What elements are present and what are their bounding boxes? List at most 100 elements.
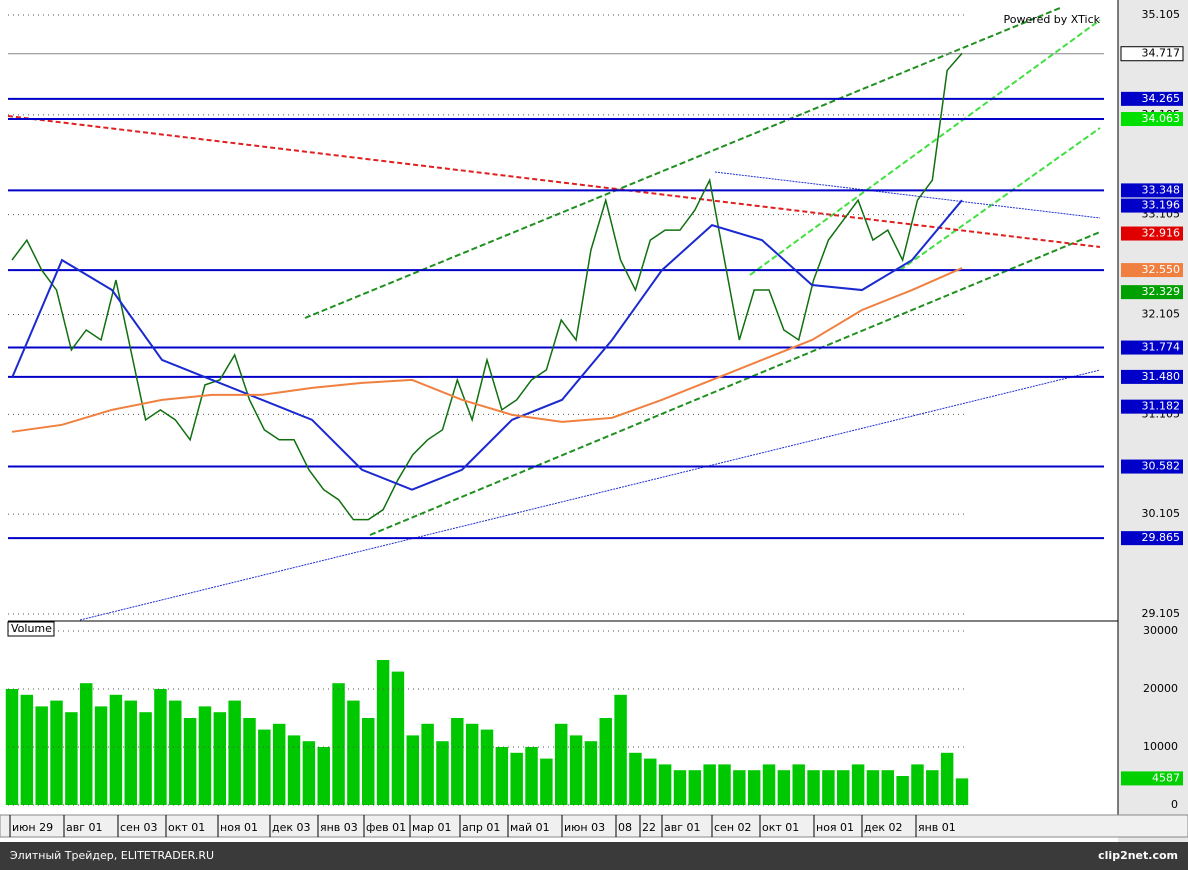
level-label: 30.582 [1142, 460, 1181, 473]
x-tick-label: дек 02 [864, 821, 903, 834]
level-label: 34.063 [1142, 112, 1181, 125]
volume-bar [465, 723, 479, 805]
price-line [11, 52, 963, 521]
level-label: 32.329 [1142, 285, 1181, 298]
volume-bar [436, 741, 449, 805]
level-box [1121, 226, 1183, 241]
volume-bar [495, 746, 509, 805]
footer-left: Элитный Трейдер, ELITETRADER.RU [10, 849, 214, 862]
volume-bar [881, 770, 895, 805]
volume-bar [347, 700, 360, 805]
moving-average [11, 267, 963, 433]
volume-bar [688, 770, 702, 805]
volume-bar [5, 688, 19, 805]
volume-bar [169, 700, 182, 805]
volume-bar [940, 752, 954, 805]
volume-bar [376, 659, 390, 805]
volume-bar [480, 729, 494, 805]
level-box [1121, 369, 1183, 384]
x-tick-label: сен 03 [120, 821, 158, 834]
volume-bar [258, 729, 271, 805]
x-tick-label: авг 01 [66, 821, 103, 834]
x-tick-label: 22 [642, 821, 656, 834]
volume-bar [79, 683, 93, 805]
volume-bar [911, 764, 924, 805]
powered-by: Powered by XTick [1004, 13, 1101, 26]
volume-bar [599, 717, 612, 805]
volume-bar [733, 770, 746, 805]
volume-bar [317, 746, 330, 805]
y-tick-label: 10000 [1143, 740, 1178, 753]
level-label: 32.550 [1142, 263, 1181, 276]
x-tick-label: фев 01 [366, 821, 406, 834]
y-tick-label: 32.105 [1142, 307, 1181, 320]
volume-bar [391, 671, 405, 805]
volume-bar [213, 712, 227, 805]
level-box [1121, 531, 1183, 546]
y-tick-label: 35.105 [1142, 8, 1181, 21]
x-tick-label: май 01 [510, 821, 550, 834]
volume-bar [644, 758, 657, 805]
volume-bar [673, 770, 687, 805]
trend-line [369, 231, 1101, 536]
level-label: 31.480 [1142, 370, 1181, 383]
moving-average [11, 199, 963, 491]
level-label: 31.182 [1142, 400, 1181, 413]
level-label: 33.196 [1142, 199, 1181, 212]
volume-label: Volume [11, 622, 52, 635]
volume-bar [955, 778, 969, 805]
level-label: 32.916 [1142, 227, 1181, 240]
volume-bar [822, 770, 835, 805]
volume-bar [287, 735, 301, 805]
volume-bar [332, 683, 345, 805]
time-axis [0, 814, 1188, 838]
x-tick-label: ноя 01 [220, 821, 258, 834]
volume-bar [747, 770, 761, 805]
level-label: 31.774 [1142, 341, 1181, 354]
x-tick-label: авг 01 [664, 821, 701, 834]
y-tick-label: 30.105 [1142, 507, 1181, 520]
x-tick-label: мар 01 [412, 821, 452, 834]
volume-bar [65, 712, 78, 805]
volume-bar [243, 717, 256, 805]
volume-bar [554, 723, 568, 805]
volume-bar [658, 764, 672, 805]
x-tick-label: сен 02 [714, 821, 752, 834]
trend-line [714, 171, 1101, 219]
trend-line [899, 127, 1101, 271]
volume-bar [50, 700, 63, 805]
x-tick-label: окт 01 [762, 821, 799, 834]
x-tick-label: июн 29 [12, 821, 53, 834]
level-label: 29.865 [1142, 531, 1181, 544]
trend-line [304, 7, 1061, 319]
volume-bar [777, 770, 791, 805]
volume-bar [451, 717, 464, 805]
volume-bar [362, 717, 375, 805]
volume-bar [792, 764, 805, 805]
level-box [1121, 198, 1183, 213]
volume-bar [228, 700, 241, 805]
volume-bar [866, 770, 880, 805]
volume-bar [614, 694, 627, 805]
volume-bar [94, 706, 108, 805]
last-volume-box [1121, 771, 1183, 786]
volume-bar [807, 770, 820, 805]
volume-bar [421, 723, 434, 805]
y-tick-label: 29.105 [1142, 607, 1181, 620]
volume-bar [35, 706, 48, 805]
volume-bar [510, 752, 523, 805]
level-box [1121, 112, 1183, 127]
x-tick-label: янв 01 [918, 821, 956, 834]
x-tick-label: дек 03 [272, 821, 311, 834]
trend-line [749, 19, 1101, 276]
volume-bar [124, 700, 137, 805]
level-box [1121, 459, 1183, 474]
level-box [1121, 91, 1183, 106]
volume-bar [851, 764, 865, 805]
x-tick-label: 08 [618, 821, 632, 834]
level-label: 34.717 [1142, 47, 1181, 60]
y-tick-label: 20000 [1143, 682, 1178, 695]
